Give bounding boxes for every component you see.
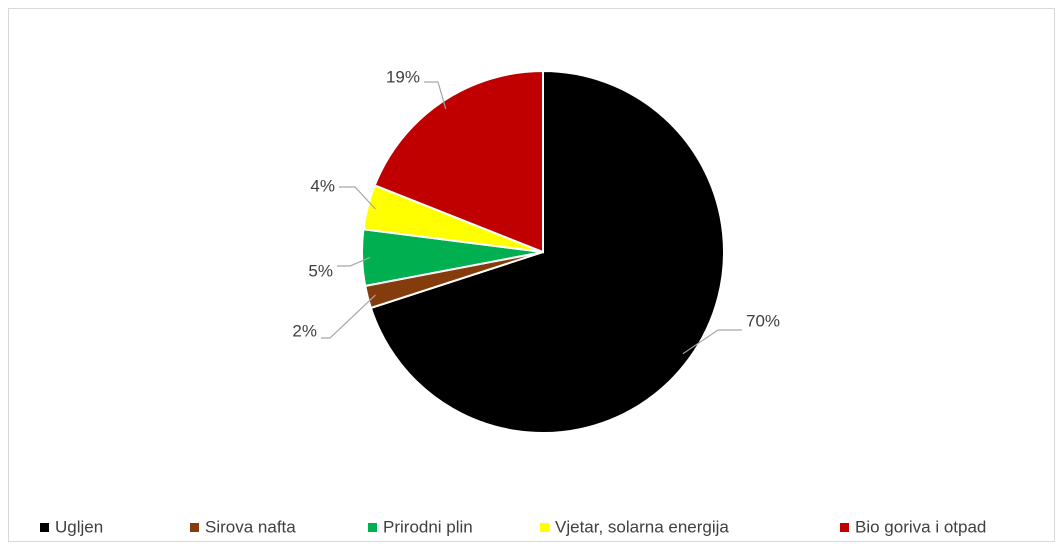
- leader-line: [682, 329, 742, 355]
- legend-label: Prirodni plin: [383, 517, 473, 536]
- legend-label: Vjetar, solarna energija: [555, 517, 729, 536]
- legend-swatch: [540, 523, 549, 532]
- legend-swatch: [368, 523, 377, 532]
- data-label: 19%: [386, 67, 420, 86]
- data-label: 5%: [308, 261, 333, 280]
- legend-label: Sirova nafta: [205, 517, 296, 536]
- data-label: 4%: [310, 176, 335, 195]
- data-label: 70%: [746, 311, 780, 330]
- pie-slice: [373, 69, 544, 254]
- legend-swatch: [190, 523, 199, 532]
- legend-label: Ugljen: [55, 517, 103, 536]
- legend-swatch: [40, 523, 49, 532]
- leader-line: [424, 81, 447, 110]
- legend-swatch: [840, 523, 849, 532]
- leader-line: [321, 294, 376, 339]
- data-label: 2%: [292, 321, 317, 340]
- leader-line: [337, 256, 371, 267]
- pie-slice: [369, 69, 725, 434]
- leader-line: [339, 186, 376, 210]
- legend-label: Bio goriva i otpad: [855, 517, 986, 536]
